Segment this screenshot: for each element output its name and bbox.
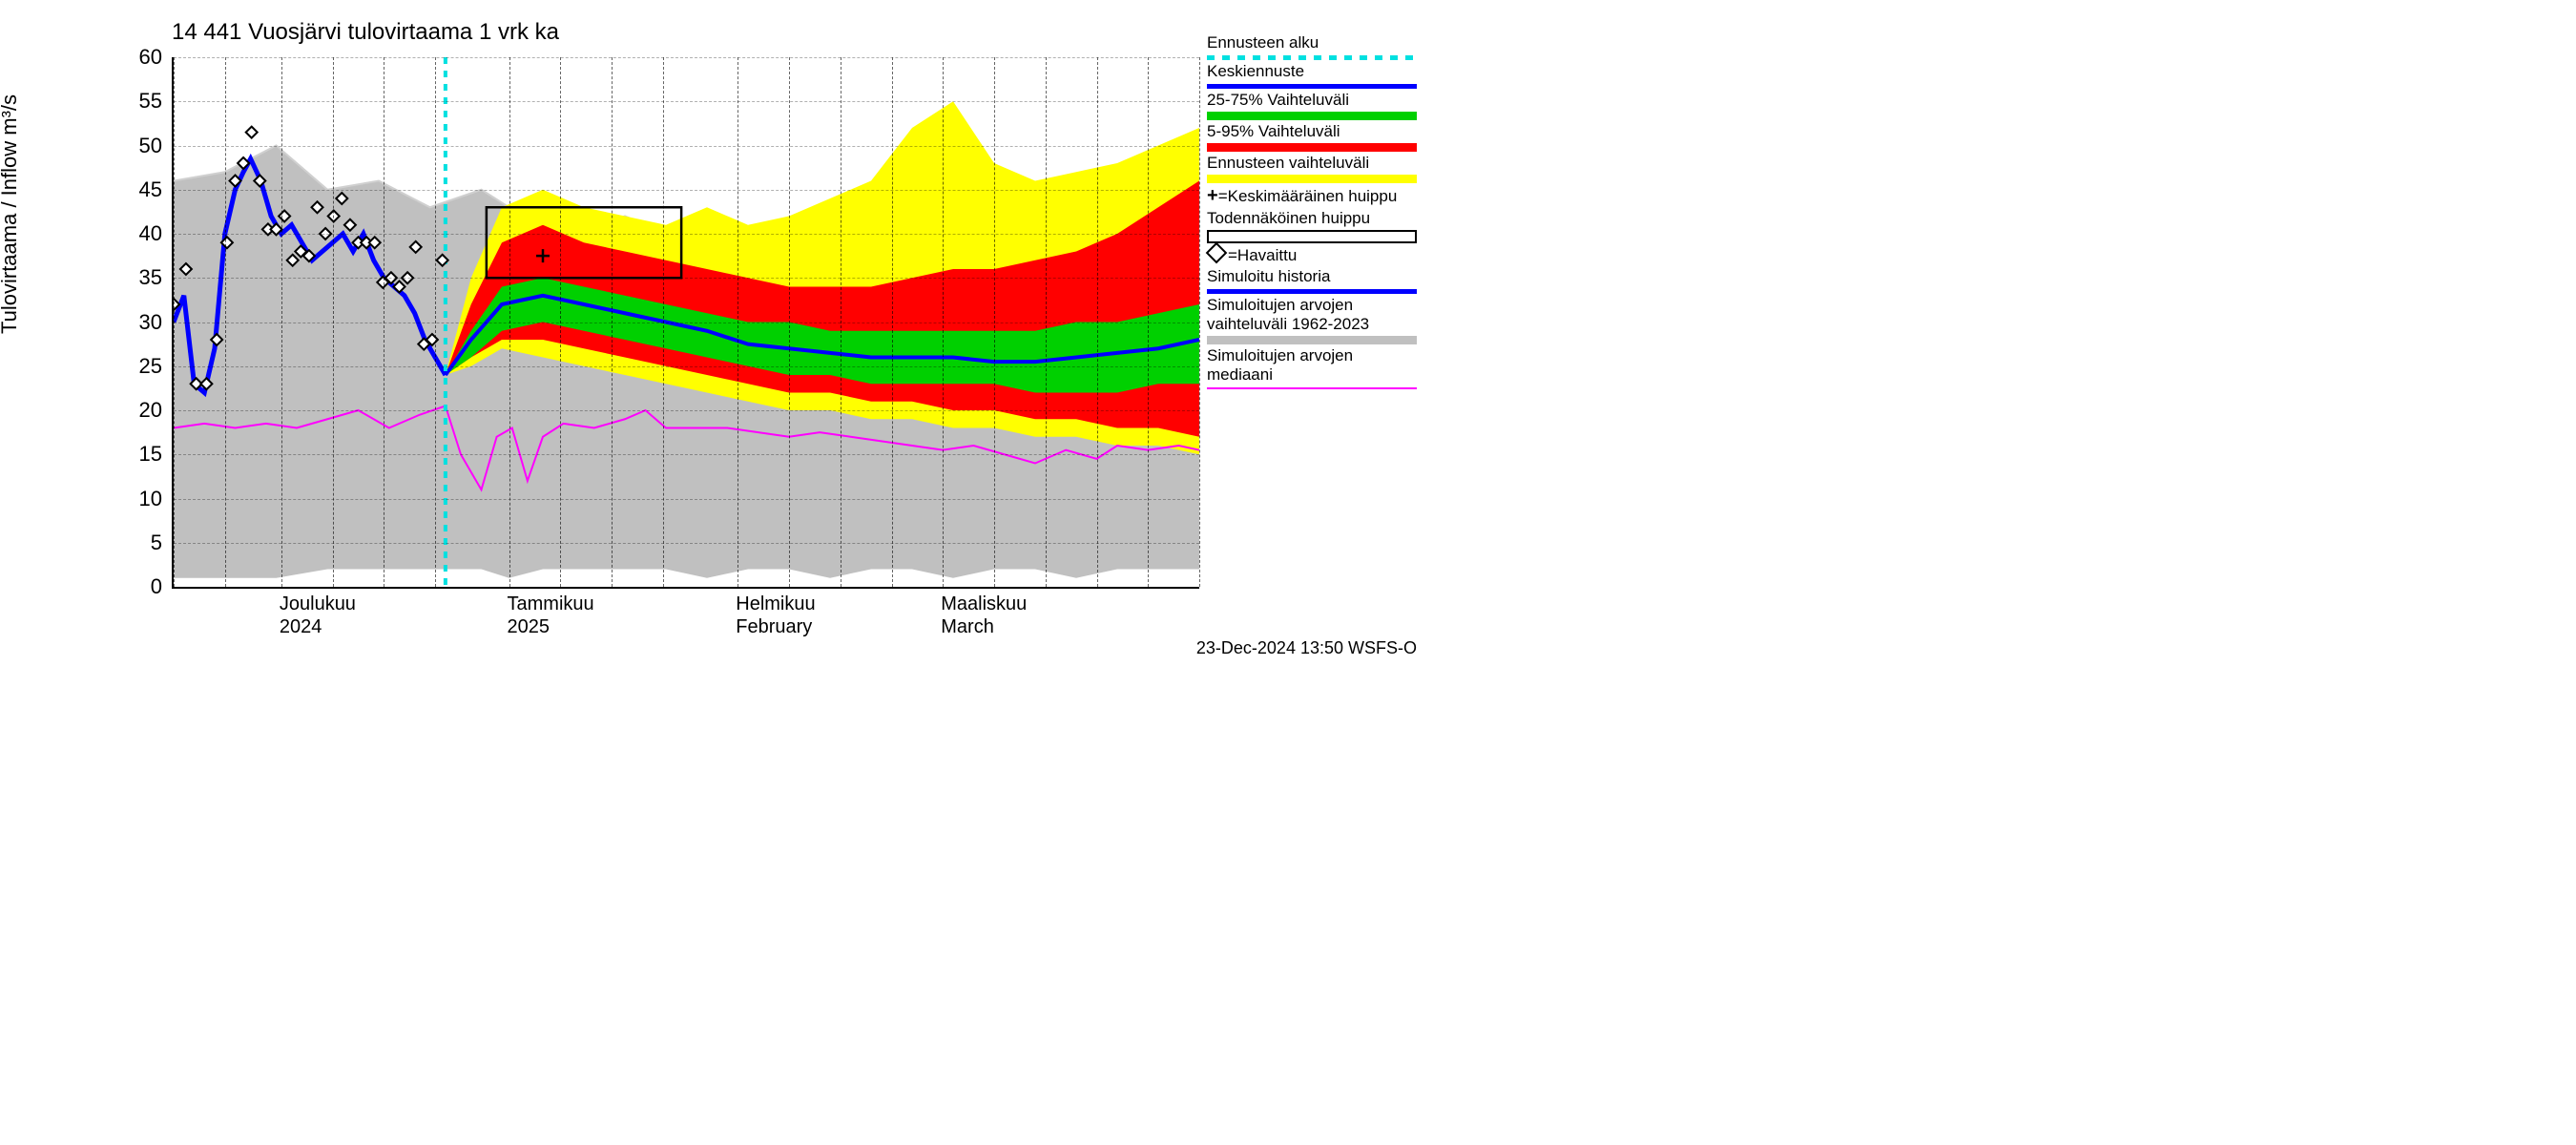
- legend-label: =Keskimääräinen huippu: [1218, 187, 1398, 205]
- legend-item: Simuloitu historia: [1207, 267, 1422, 294]
- x-month-label: Tammikuu: [508, 593, 594, 615]
- legend: Ennusteen alku Keskiennuste 25-75% Vaihtel…: [1207, 33, 1422, 391]
- y-tick-label: 25: [114, 354, 162, 379]
- y-tick-label: 60: [114, 45, 162, 70]
- legend-label: Ennusteen alku: [1207, 33, 1319, 52]
- y-tick-label: 15: [114, 442, 162, 467]
- x-month-label: Joulukuu: [280, 593, 356, 615]
- y-tick-label: 0: [114, 574, 162, 599]
- x-year-label: February: [736, 616, 812, 638]
- legend-item: +=Keskimääräinen huippu: [1207, 185, 1422, 207]
- x-year-label: 2024: [280, 616, 322, 638]
- legend-item: =Havaittu: [1207, 245, 1422, 265]
- x-year-label: March: [941, 616, 994, 638]
- legend-label: Todennäköinen huippu: [1207, 209, 1370, 227]
- y-tick-label: 30: [114, 310, 162, 335]
- y-tick-label: 20: [114, 398, 162, 423]
- legend-item: 5-95% Vaihteluväli: [1207, 122, 1422, 152]
- legend-item: Keskiennuste: [1207, 62, 1422, 89]
- y-tick-label: 5: [114, 531, 162, 555]
- y-tick-label: 45: [114, 177, 162, 202]
- y-axis-label: Tulovirtaama / Inflow m³/s: [0, 94, 22, 334]
- chart-container: Tulovirtaama / Inflow m³/s 14 441 Vuosjä…: [0, 0, 1431, 668]
- chart-title: 14 441 Vuosjärvi tulovirtaama 1 vrk ka: [172, 19, 559, 46]
- footer-timestamp: 23-Dec-2024 13:50 WSFS-O: [1196, 638, 1417, 658]
- x-year-label: 2025: [508, 616, 551, 638]
- legend-label: 5-95% Vaihteluväli: [1207, 122, 1340, 140]
- legend-label: 25-75% Vaihteluväli: [1207, 91, 1349, 109]
- plot-area: [172, 57, 1199, 589]
- legend-label: Ennusteen vaihteluväli: [1207, 154, 1369, 172]
- legend-label: Simuloitujen arvojen mediaani: [1207, 346, 1353, 384]
- legend-label: Simuloitu historia: [1207, 267, 1330, 285]
- x-month-label: Maaliskuu: [941, 593, 1027, 615]
- legend-label: Keskiennuste: [1207, 62, 1304, 80]
- y-tick-label: 10: [114, 487, 162, 511]
- y-tick-label: 40: [114, 221, 162, 246]
- legend-item: 25-75% Vaihteluväli: [1207, 91, 1422, 120]
- y-tick-label: 50: [114, 134, 162, 158]
- legend-item: Ennusteen vaihteluväli: [1207, 154, 1422, 183]
- legend-item: Simuloitujen arvojen vaihteluväli 1962-2…: [1207, 296, 1422, 344]
- legend-label: Simuloitujen arvojen vaihteluväli 1962-2…: [1207, 296, 1369, 333]
- y-tick-label: 35: [114, 265, 162, 290]
- legend-item: Simuloitujen arvojen mediaani: [1207, 346, 1422, 389]
- legend-item: Ennusteen alku: [1207, 33, 1422, 60]
- x-month-label: Helmikuu: [736, 593, 815, 615]
- legend-label: =Havaittu: [1228, 246, 1297, 264]
- y-tick-label: 55: [114, 89, 162, 114]
- legend-item: Todennäköinen huippu: [1207, 209, 1422, 243]
- observed-marker: [246, 127, 258, 138]
